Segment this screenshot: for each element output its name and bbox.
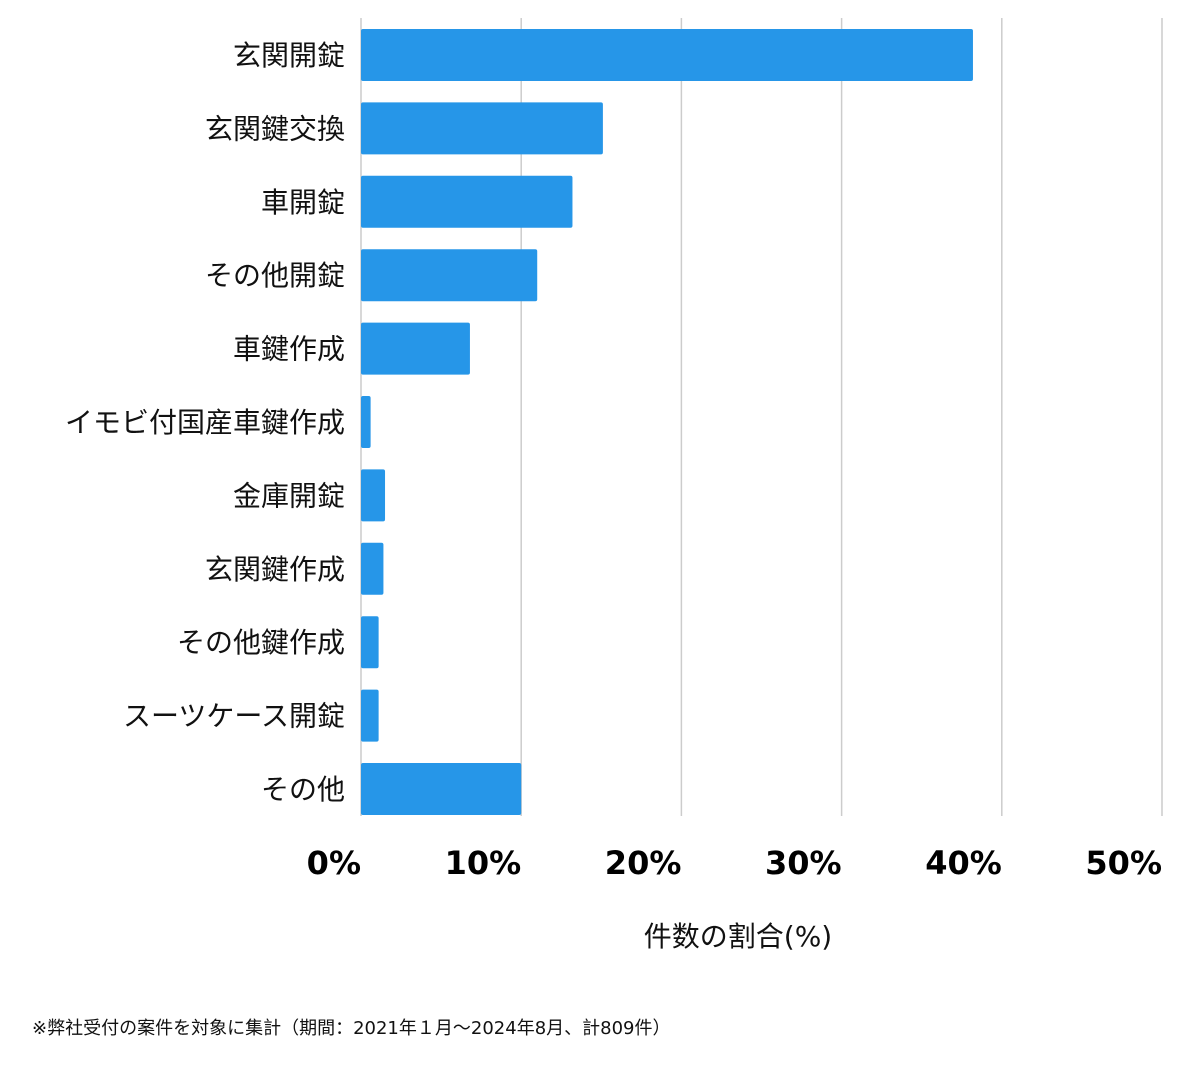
category-label: 玄関鍵作成: [205, 553, 345, 586]
category-labels: 玄関開錠玄関鍵交換車開錠その他開錠車鍵作成イモビ付国産車鍵作成金庫開錠玄関鍵作成…: [65, 39, 345, 806]
x-tick-labels: 0% 10% 20% 30% 40% 50%: [307, 844, 1162, 882]
bar: [361, 763, 522, 815]
x-tick-label: 50%: [1085, 844, 1162, 882]
x-tick-label: 0%: [307, 844, 361, 882]
bar: [361, 689, 379, 742]
bar: [361, 616, 379, 669]
x-tick-label: 10%: [445, 844, 522, 882]
bar: [361, 29, 973, 81]
category-label: 車鍵作成: [233, 333, 345, 366]
bar: [361, 396, 371, 448]
bar: [361, 469, 386, 522]
x-axis-title: 件数の割合(%): [644, 920, 832, 953]
bar: [361, 249, 538, 302]
category-label: その他: [261, 773, 345, 806]
bar: [361, 322, 470, 375]
category-label: その他開錠: [205, 259, 345, 292]
category-label: スーツケース開錠: [123, 700, 345, 733]
bar: [361, 542, 384, 595]
category-label: その他鍵作成: [177, 626, 345, 659]
category-label: 金庫開錠: [233, 479, 345, 512]
category-label: 車開錠: [261, 186, 345, 219]
category-label: 玄関開錠: [233, 39, 345, 72]
footnote: ※弊社受付の案件を対象に集計（期間：2021年１月〜2024年8月、計809件）: [32, 1018, 671, 1039]
category-label: イモビ付国産車鍵作成: [65, 406, 345, 439]
category-label: 玄関鍵交換: [205, 112, 345, 145]
x-tick-label: 20%: [605, 844, 682, 882]
bars: [361, 29, 973, 815]
x-tick-label: 30%: [765, 844, 842, 882]
x-tick-label: 40%: [925, 844, 1002, 882]
bar: [361, 175, 573, 228]
bar: [361, 102, 603, 155]
